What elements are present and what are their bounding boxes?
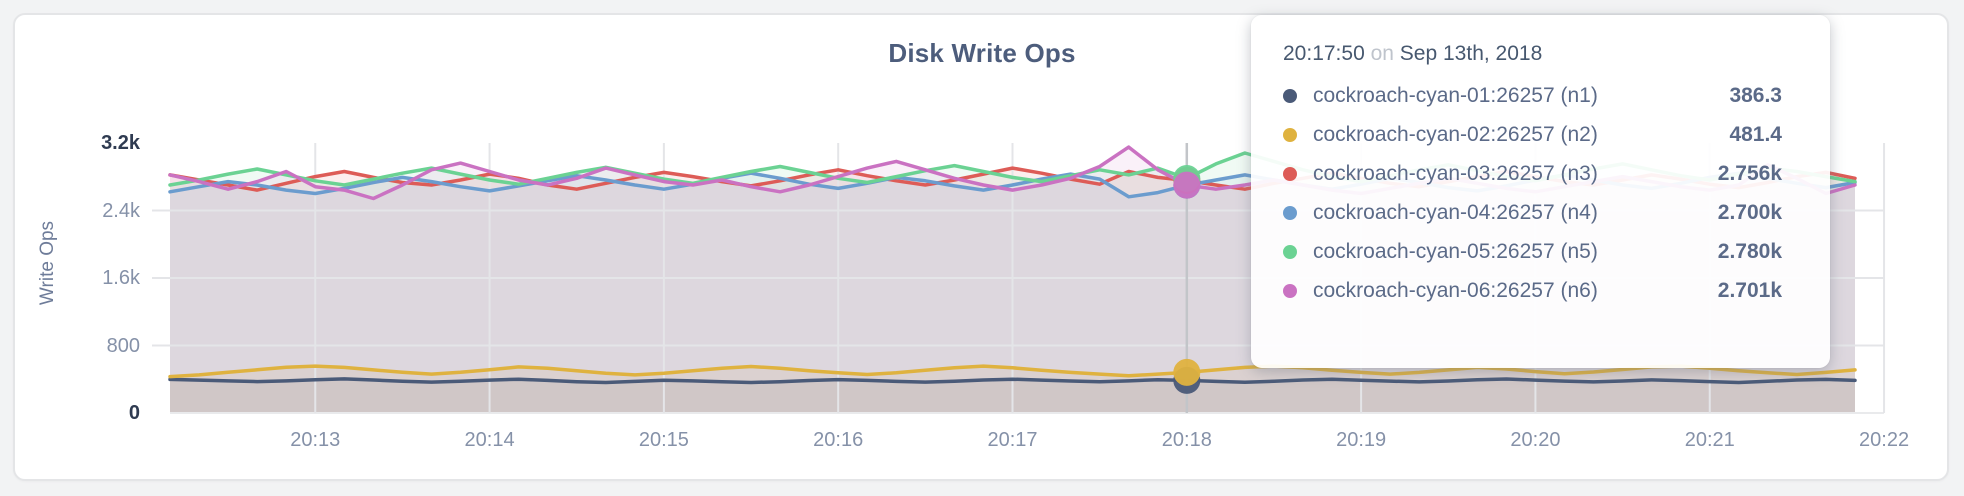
hover-dot-n2[interactable]: [1173, 358, 1201, 386]
series-name: cockroach-cyan-03:26257 (n3): [1313, 161, 1598, 185]
series-value: 386.3: [1729, 83, 1782, 107]
tooltip-row-n2: cockroach-cyan-02:26257 (n2) 481.4: [1281, 115, 1796, 154]
x-tick-label: 20:15: [638, 429, 689, 451]
tooltip-row-n6: cockroach-cyan-06:26257 (n6) 2.701k: [1281, 271, 1796, 310]
x-tick-label: 20:17: [987, 429, 1038, 451]
legend-dot-icon: [1283, 166, 1297, 181]
tooltip-rows: cockroach-cyan-01:26257 (n1) 386.3 cockroa…: [1281, 76, 1796, 310]
chart-title: Disk Write Ops: [888, 38, 1076, 68]
series-name: cockroach-cyan-06:26257 (n6): [1313, 278, 1598, 302]
tooltip-timestamp: 20:17:50 on Sep 13th, 2018: [1283, 42, 1796, 66]
legend-dot-icon: [1283, 205, 1297, 220]
tooltip-row-n5: cockroach-cyan-05:26257 (n5) 2.780k: [1281, 232, 1796, 271]
series-name: cockroach-cyan-05:26257 (n5): [1313, 239, 1598, 263]
tooltip-connector: on: [1370, 42, 1394, 65]
x-tick-label: 20:22: [1859, 429, 1910, 451]
series-value: 481.4: [1729, 122, 1782, 146]
y-tick-label: 3.2k: [101, 132, 140, 154]
series-value: 2.780k: [1717, 239, 1782, 263]
series-line-n2: [168, 364, 1857, 379]
series-name: cockroach-cyan-04:26257 (n4): [1313, 200, 1598, 224]
series-line-n1: [168, 377, 1857, 385]
x-tick-label: 20:13: [290, 429, 341, 451]
tooltip-row-n3: cockroach-cyan-03:26257 (n3) 2.756k: [1281, 154, 1796, 193]
y-tick-label: 2.4k: [102, 199, 140, 222]
legend-dot-icon: [1283, 244, 1297, 259]
y-tick-label: 800: [106, 334, 140, 357]
tooltip-date: Sep 13th, 2018: [1399, 42, 1543, 65]
series-value: 2.700k: [1717, 200, 1782, 224]
x-tick-label: 20:16: [813, 429, 864, 451]
legend-dot-icon: [1283, 88, 1297, 103]
hover-dot-n6[interactable]: [1173, 171, 1201, 199]
series-name: cockroach-cyan-01:26257 (n1): [1313, 83, 1598, 107]
legend-dot-icon: [1283, 127, 1297, 142]
series-value: 2.701k: [1717, 278, 1782, 302]
tooltip-row-n4: cockroach-cyan-04:26257 (n4) 2.700k: [1281, 193, 1796, 232]
legend-dot-icon: [1283, 283, 1297, 298]
tooltip-time: 20:17:50: [1283, 42, 1365, 65]
hover-tooltip: 20:17:50 on Sep 13th, 2018 cockroach-cya…: [1251, 15, 1830, 368]
series-name: cockroach-cyan-02:26257 (n2): [1313, 122, 1598, 146]
series-value: 2.756k: [1717, 161, 1782, 185]
x-tick-label: 20:21: [1684, 429, 1735, 451]
x-tick-label: 20:14: [464, 429, 515, 451]
y-tick-label: 0: [128, 402, 140, 424]
x-tick-label: 20:19: [1336, 429, 1387, 451]
x-tick-label: 20:18: [1161, 429, 1212, 451]
x-tick-label: 20:20: [1510, 429, 1561, 451]
tooltip-row-n1: cockroach-cyan-01:26257 (n1) 386.3: [1281, 76, 1796, 115]
y-tick-label: 1.6k: [102, 267, 140, 289]
